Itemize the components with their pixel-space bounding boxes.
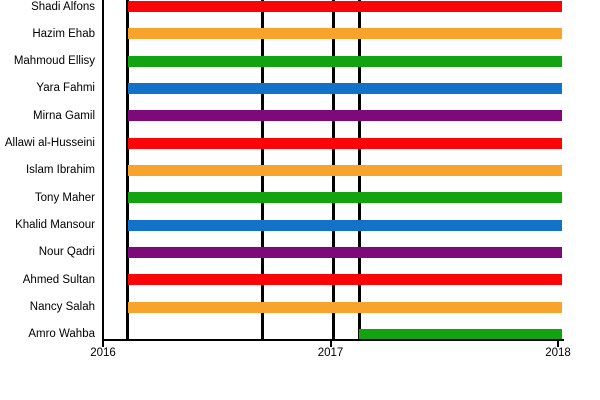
- gantt-bar: [127, 219, 563, 231]
- row-label: Yara Fahmi: [36, 82, 95, 95]
- x-tick-label: 2018: [545, 347, 571, 359]
- x-tick-label: 2017: [317, 347, 344, 359]
- gantt-bar: [127, 110, 563, 122]
- row-label: Hazim Ehab: [32, 27, 95, 40]
- x-axis: [102, 339, 564, 341]
- row-label: Shadi Alfons: [31, 0, 95, 13]
- gantt-bar: [359, 328, 563, 340]
- gantt-bar: [127, 55, 563, 67]
- x-axis-tick: [329, 341, 332, 347]
- gantt-bar: [127, 1, 563, 12]
- row-label: Khalid Mansour: [15, 219, 95, 232]
- gantt-bar: [127, 246, 563, 258]
- gantt-bar: [127, 28, 563, 40]
- row-label: Nancy Salah: [29, 301, 95, 314]
- y-axis: [102, 0, 104, 341]
- gantt-bar: [127, 301, 563, 313]
- gantt-bar: [127, 164, 563, 176]
- gantt-bar: [127, 82, 563, 94]
- row-label: Mirna Gamil: [33, 109, 95, 122]
- x-tick-label: 2016: [90, 347, 116, 359]
- gantt-bar: [127, 192, 563, 204]
- row-label: Islam Ibrahim: [25, 164, 95, 177]
- row-label: Tony Maher: [34, 191, 95, 204]
- row-label: Amro Wahba: [28, 328, 95, 341]
- gantt-bar: [127, 274, 563, 286]
- gantt-bar: [127, 137, 563, 149]
- row-label: Ahmed Sultan: [22, 273, 95, 286]
- row-label: Nour Qadri: [38, 246, 95, 259]
- row-label: Allawi al-Husseini: [4, 137, 95, 150]
- x-axis-tick: [557, 341, 559, 347]
- x-axis-tick: [102, 341, 104, 347]
- row-label: Mahmoud Ellisy: [13, 55, 95, 68]
